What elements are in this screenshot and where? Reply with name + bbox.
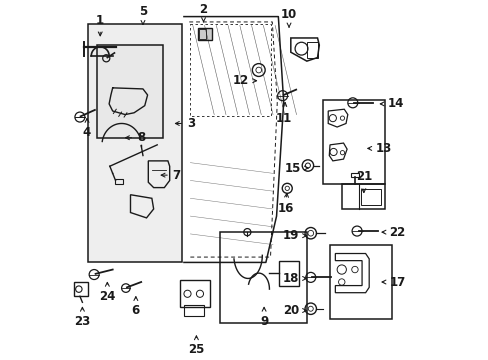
Text: 19: 19	[282, 229, 306, 242]
Text: 2: 2	[199, 3, 207, 22]
Bar	[306, 41, 317, 58]
Text: 22: 22	[381, 226, 405, 239]
Text: 6: 6	[131, 297, 140, 317]
Text: 15: 15	[284, 162, 307, 175]
Bar	[198, 28, 211, 40]
Text: 14: 14	[380, 98, 403, 111]
Bar	[279, 261, 298, 285]
Text: 11: 11	[275, 103, 291, 125]
Bar	[115, 179, 122, 184]
Text: 5: 5	[139, 5, 147, 24]
Bar	[219, 232, 306, 323]
Bar	[183, 305, 203, 316]
Bar	[351, 173, 358, 177]
Bar	[87, 24, 182, 262]
Bar	[361, 189, 380, 205]
Text: 18: 18	[282, 272, 306, 285]
Text: 1: 1	[96, 14, 104, 36]
Bar	[97, 45, 162, 138]
Text: 10: 10	[280, 8, 297, 27]
Text: 21: 21	[355, 170, 371, 193]
Bar	[322, 100, 385, 184]
Text: 4: 4	[83, 118, 91, 139]
Text: 17: 17	[381, 275, 405, 288]
Text: 7: 7	[161, 168, 181, 182]
Bar	[179, 280, 209, 307]
Text: 3: 3	[175, 117, 195, 130]
Text: 12: 12	[232, 74, 256, 87]
Text: 8: 8	[125, 131, 145, 144]
Text: 13: 13	[367, 142, 391, 155]
Text: 9: 9	[260, 307, 268, 328]
Text: 25: 25	[188, 336, 204, 356]
Text: 24: 24	[99, 282, 115, 303]
Bar	[342, 184, 385, 209]
Text: 23: 23	[74, 307, 90, 328]
Bar	[329, 244, 391, 319]
Text: 20: 20	[282, 304, 306, 317]
Text: 16: 16	[277, 193, 293, 216]
Bar	[199, 29, 205, 39]
